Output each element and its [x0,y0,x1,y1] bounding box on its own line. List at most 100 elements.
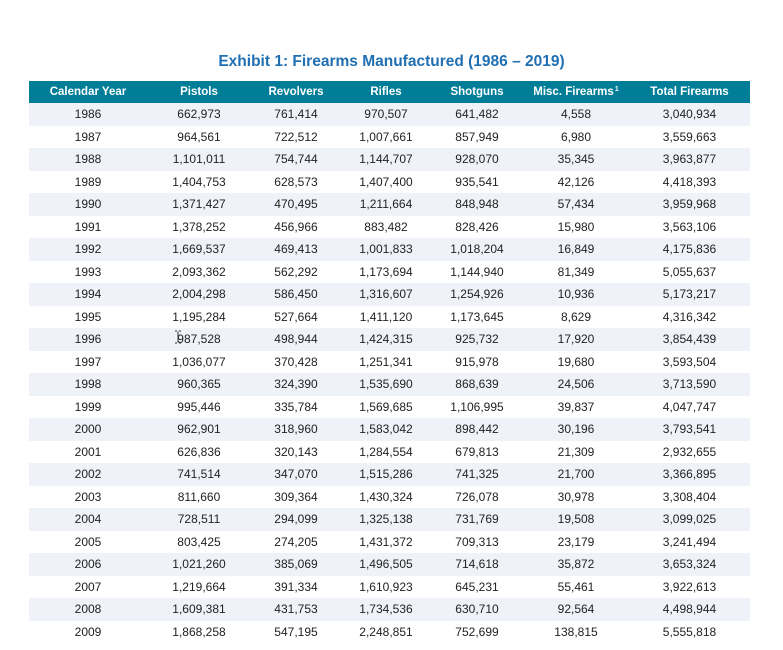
cell-rifles: 1,407,400 [341,170,431,193]
cell-pistols: 1,036,077 [147,350,251,373]
cell-year: 1987 [29,125,147,148]
cell-misc-firearms: 19,508 [523,508,629,531]
firearms-table-container: Calendar Year Pistols Revolvers Rifles S… [29,81,750,643]
cell-misc-firearms: 23,179 [523,530,629,553]
cell-total-firearms: 3,959,968 [629,193,750,216]
cell-rifles: 1,430,324 [341,485,431,508]
cell-revolvers: 470,495 [251,193,341,216]
cell-misc-firearms: 16,849 [523,238,629,261]
cell-rifles: 1,325,138 [341,508,431,531]
table-row: 1997 1,036,077 370,428 1,251,341 915,978 19,6… [29,350,750,373]
cell-rifles: 1,569,685 [341,395,431,418]
cell-misc-firearms: 30,196 [523,418,629,441]
table-row: 2008 1,609,381 431,753 1,734,536 630,710 92,5… [29,598,750,621]
cell-rifles: 1,496,505 [341,553,431,576]
cell-year: 2009 [29,620,147,643]
cell-revolvers: 370,428 [251,350,341,373]
cell-rifles: 1,284,554 [341,440,431,463]
cell-year: 1996 [29,328,147,351]
cell-shotguns: 828,426 [431,215,523,238]
table-row: 1986 662,973 761,414 970,507 641,482 4,558 3,0… [29,103,750,126]
header-total-firearms: Total Firearms [650,86,729,98]
footnote-marker: 1 [614,86,619,93]
cell-total-firearms: 4,418,393 [629,170,750,193]
cell-total-firearms: 3,040,934 [629,103,750,126]
cell-total-firearms: 4,498,944 [629,598,750,621]
cell-year: 1998 [29,373,147,396]
cell-rifles: 1,007,661 [341,125,431,148]
cell-revolvers: 391,334 [251,575,341,598]
cell-pistols: 987,528 [147,328,251,351]
cell-revolvers: 722,512 [251,125,341,148]
table-row: 2004 728,511 294,099 1,325,138 731,769 19,508… [29,508,750,531]
cell-rifles: 1,515,286 [341,463,431,486]
table-row: 1992 1,669,537 469,413 1,001,833 1,018,204 16… [29,238,750,261]
cell-misc-firearms: 6,980 [523,125,629,148]
cell-total-firearms: 5,055,637 [629,260,750,283]
cell-pistols: 741,514 [147,463,251,486]
cell-total-firearms: 3,563,106 [629,215,750,238]
cell-pistols: 964,561 [147,125,251,148]
cell-total-firearms: 4,047,747 [629,395,750,418]
cell-year: 1986 [29,103,147,126]
cell-pistols: 811,660 [147,485,251,508]
cell-rifles: 1,535,690 [341,373,431,396]
cell-revolvers: 628,573 [251,170,341,193]
cell-revolvers: 431,753 [251,598,341,621]
header-calendar-year: Calendar Year [49,86,127,98]
cell-total-firearms: 3,713,590 [629,373,750,396]
cell-revolvers: 562,292 [251,260,341,283]
cell-rifles: 883,482 [341,215,431,238]
table-row: 2003 811,660 309,364 1,430,324 726,078 30,978… [29,485,750,508]
cell-misc-firearms: 30,978 [523,485,629,508]
cell-pistols: 1,609,381 [147,598,251,621]
cell-year: 2005 [29,530,147,553]
cell-year: 2007 [29,575,147,598]
cell-rifles: 1,173,694 [341,260,431,283]
cell-shotguns: 935,541 [431,170,523,193]
table-row: 1989 1,404,753 628,573 1,407,400 935,541 42,1… [29,170,750,193]
cell-total-firearms: 4,175,836 [629,238,750,261]
cell-revolvers: 318,960 [251,418,341,441]
table-row: 2002 741,514 347,070 1,515,286 741,325 21,700… [29,463,750,486]
cell-total-firearms: 3,922,613 [629,575,750,598]
cell-rifles: 1,316,607 [341,283,431,306]
table-row: 1996 987,528 498,944 1,424,315 925,732 17,920… [29,328,750,351]
cell-pistols: 2,093,362 [147,260,251,283]
cell-shotguns: 898,442 [431,418,523,441]
cell-rifles: 1,431,372 [341,530,431,553]
cell-total-firearms: 3,593,504 [629,350,750,373]
cell-revolvers: 754,744 [251,148,341,171]
cell-revolvers: 527,664 [251,305,341,328]
cell-revolvers: 498,944 [251,328,341,351]
cell-pistols: 1,404,753 [147,170,251,193]
cell-revolvers: 456,966 [251,215,341,238]
cell-pistols: 1,021,260 [147,553,251,576]
cell-revolvers: 761,414 [251,103,341,126]
cell-revolvers: 274,205 [251,530,341,553]
cell-misc-firearms: 35,872 [523,553,629,576]
cell-revolvers: 335,784 [251,395,341,418]
cell-shotguns: 752,699 [431,620,523,643]
table-row: 1988 1,101,011 754,744 1,144,707 928,070 35,3… [29,148,750,171]
cell-misc-firearms: 81,349 [523,260,629,283]
table-row: 1999 995,446 335,784 1,569,685 1,106,995 39,8… [29,395,750,418]
cell-revolvers: 347,070 [251,463,341,486]
cell-shotguns: 630,710 [431,598,523,621]
cell-total-firearms: 5,173,217 [629,283,750,306]
cell-revolvers: 385,069 [251,553,341,576]
cell-rifles: 2,248,851 [341,620,431,643]
cell-total-firearms: 4,316,342 [629,305,750,328]
cell-misc-firearms: 39,837 [523,395,629,418]
header-revolvers: Revolvers [268,86,324,98]
cell-shotguns: 928,070 [431,148,523,171]
cell-shotguns: 679,813 [431,440,523,463]
cell-misc-firearms: 55,461 [523,575,629,598]
cell-year: 2000 [29,418,147,441]
cell-total-firearms: 3,308,404 [629,485,750,508]
cell-misc-firearms: 24,506 [523,373,629,396]
cell-total-firearms: 3,653,324 [629,553,750,576]
cell-shotguns: 1,018,204 [431,238,523,261]
cell-revolvers: 324,390 [251,373,341,396]
cell-pistols: 1,101,011 [147,148,251,171]
